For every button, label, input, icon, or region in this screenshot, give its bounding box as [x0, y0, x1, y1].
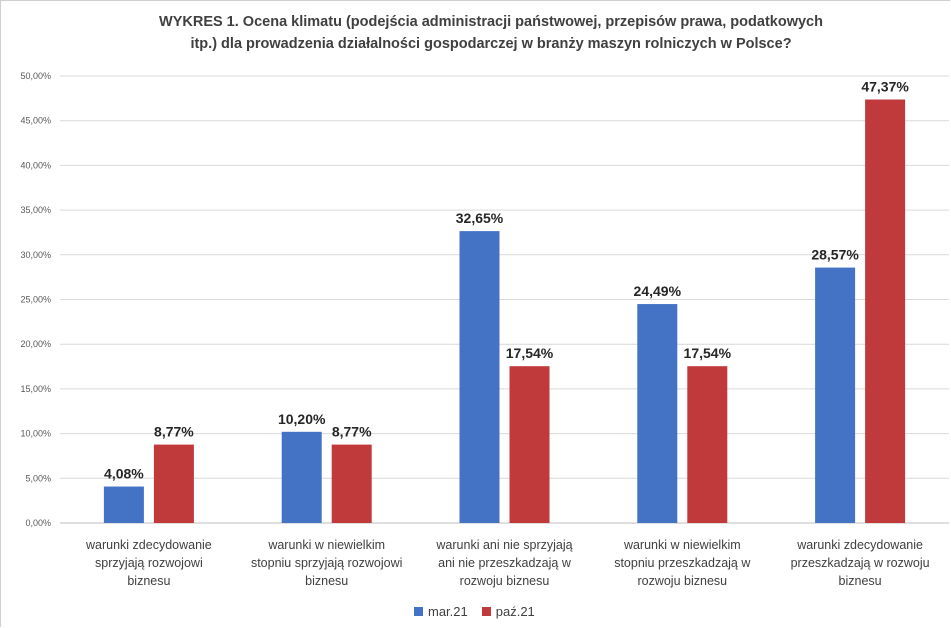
- data-label: 17,54%: [684, 345, 732, 361]
- y-tick-label: 0,00%: [25, 518, 51, 528]
- data-label: 47,37%: [861, 79, 909, 95]
- legend-label-series-2: paź.21: [495, 604, 535, 619]
- category-label: warunki w niewielkim stopniu sprzyjają ro…: [242, 536, 412, 590]
- category-label-line: warunki w niewielkim: [623, 538, 741, 552]
- legend-item-series-2: paź.21: [481, 604, 535, 619]
- category-label-line: biznesu: [127, 574, 171, 588]
- data-label: 4,08%: [104, 466, 144, 482]
- y-tick-label: 20,00%: [20, 339, 51, 349]
- chart-title-line-1: WYKRES 1. Ocena klimatu (podejścia admin…: [159, 14, 823, 30]
- category-label-line: stopniu przeszkadzają w: [614, 556, 751, 570]
- data-label: 10,20%: [278, 411, 326, 427]
- category-label-line: sprzyjają rozwojowi: [95, 556, 203, 570]
- bar-series-2: [509, 366, 550, 523]
- y-tick-label: 5,00%: [25, 473, 51, 483]
- category-label-line: biznesu: [305, 574, 349, 588]
- category-label-line: warunki ani nie sprzyjają: [436, 538, 573, 552]
- y-tick-label: 15,00%: [20, 384, 51, 394]
- category-label-line: przeszkadzają w rozwoju: [790, 556, 930, 570]
- bar-series-1: [281, 431, 322, 523]
- category-label-line: biznesu: [838, 574, 882, 588]
- bar-series-2: [687, 366, 728, 523]
- category-label-line: warunki w niewielkim: [268, 538, 386, 552]
- bar-series-1: [103, 486, 144, 523]
- bar-series-2: [865, 99, 906, 523]
- chart-title: WYKRES 1. Ocena klimatu (podejścia admin…: [81, 11, 901, 55]
- y-tick-label: 45,00%: [20, 116, 51, 126]
- category-label: warunki zdecydowanie sprzyjają rozwojowi b…: [64, 536, 234, 590]
- data-label: 32,65%: [456, 210, 504, 226]
- bar-series-1: [815, 267, 856, 523]
- y-tick-label: 10,00%: [20, 429, 51, 439]
- bar-series-1: [459, 231, 500, 523]
- data-label: 8,77%: [332, 424, 372, 440]
- legend-swatch-series-2: [481, 607, 491, 616]
- category-label: warunki ani nie sprzyjają ani nie przeszk…: [420, 536, 590, 590]
- chart-title-line-2: itp.) dla prowadzenia działalności gospo…: [190, 36, 792, 52]
- category-label-line: warunki zdecydowanie: [797, 538, 923, 552]
- category-label-line: rozwoju biznesu: [637, 574, 728, 588]
- y-tick-label: 35,00%: [20, 205, 51, 215]
- legend-item-series-1: mar.21: [414, 604, 468, 619]
- category-label-line: ani nie przeszkadzają w: [438, 556, 571, 570]
- chart-legend: mar.21 paź.21: [414, 604, 549, 619]
- y-tick-label: 50,00%: [20, 71, 51, 81]
- data-label: 8,77%: [154, 424, 194, 440]
- y-tick-label: 25,00%: [20, 295, 51, 305]
- legend-label-series-1: mar.21: [428, 604, 468, 619]
- category-label: warunki w niewielkim stopniu przeszkadzaj…: [597, 536, 767, 590]
- bar-series-1: [637, 304, 678, 523]
- bar-series-2: [331, 444, 372, 523]
- category-label-line: warunki zdecydowanie: [86, 538, 212, 552]
- y-tick-label: 30,00%: [20, 250, 51, 260]
- category-label: warunki zdecydowanie przeszkadzają w rozw…: [775, 536, 945, 590]
- bar-series-2: [153, 444, 194, 523]
- legend-swatch-series-1: [414, 607, 423, 616]
- data-label: 24,49%: [634, 283, 682, 299]
- y-tick-label: 40,00%: [20, 160, 51, 170]
- category-label-line: rozwoju biznesu: [459, 574, 550, 588]
- data-label: 17,54%: [506, 345, 554, 361]
- category-label-line: stopniu sprzyjają rozwojowi: [250, 556, 403, 570]
- data-label: 28,57%: [811, 247, 859, 263]
